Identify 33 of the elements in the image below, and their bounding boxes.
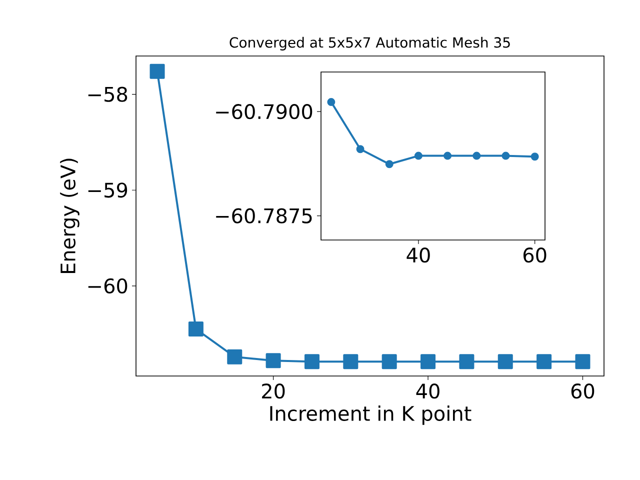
point bbox=[150, 64, 165, 79]
point bbox=[498, 354, 513, 370]
point bbox=[385, 160, 394, 168]
point bbox=[304, 354, 320, 370]
point bbox=[420, 354, 436, 370]
point bbox=[530, 152, 539, 161]
y-tick-label: −60 bbox=[88, 278, 128, 294]
point bbox=[356, 145, 364, 154]
x-tick-label: 60 bbox=[571, 384, 594, 399]
x-tick-label: 20 bbox=[262, 384, 285, 399]
point bbox=[472, 152, 481, 160]
point bbox=[459, 354, 474, 370]
point bbox=[575, 354, 590, 370]
point bbox=[536, 354, 552, 370]
y-tick-label: −60.7900 bbox=[216, 104, 312, 120]
point bbox=[327, 98, 336, 106]
y-tick-label: −60.7875 bbox=[216, 208, 312, 224]
point bbox=[414, 152, 422, 160]
x-tick-label: 40 bbox=[406, 248, 430, 263]
point bbox=[227, 349, 242, 364]
point bbox=[444, 152, 452, 160]
point bbox=[188, 322, 204, 337]
point bbox=[502, 152, 510, 160]
point bbox=[266, 353, 281, 368]
x-tick-label: 60 bbox=[523, 248, 546, 263]
chart-title: Converged at 5x5x7 Automatic Mesh 35 bbox=[230, 36, 510, 50]
y-tick-label: −58 bbox=[88, 86, 128, 102]
y-axis-title: Energy (eV) bbox=[60, 158, 80, 274]
point bbox=[343, 354, 358, 370]
x-tick-label: 40 bbox=[416, 384, 440, 399]
point bbox=[382, 354, 397, 370]
y-tick-label: −59 bbox=[88, 182, 128, 198]
x-axis-title: Increment in K point bbox=[270, 406, 472, 425]
